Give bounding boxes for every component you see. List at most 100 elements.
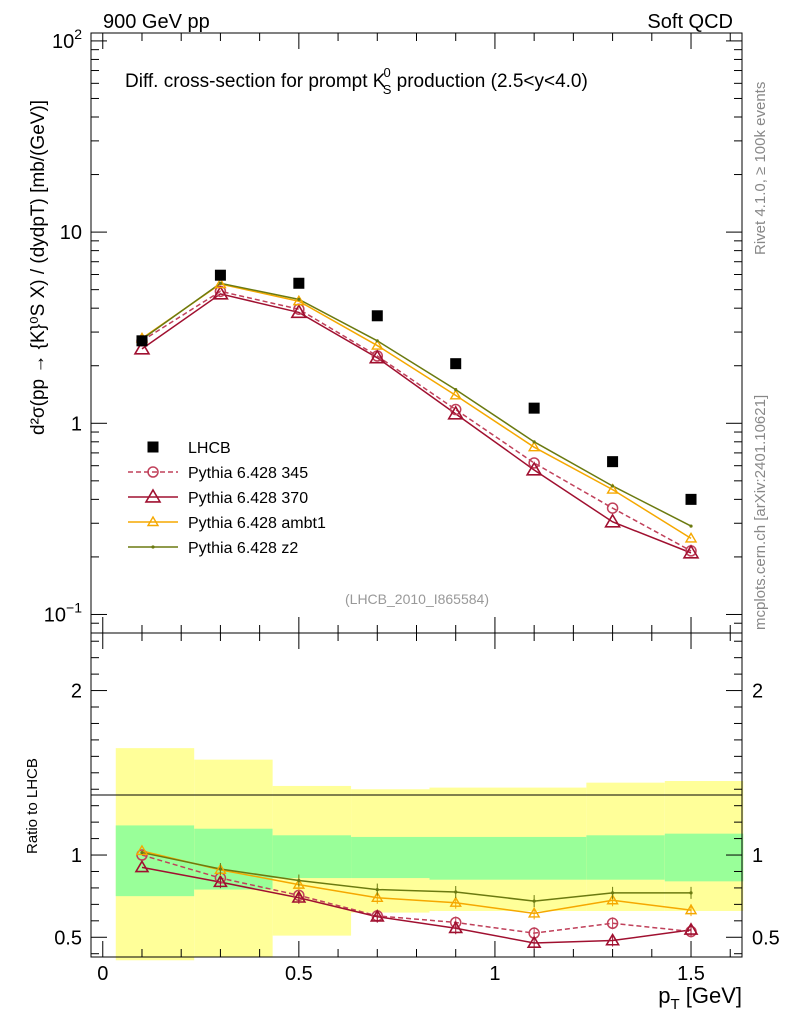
ratio-line-ambt1 (141, 850, 692, 915)
main-line-p370 (141, 293, 692, 554)
legend-label-lhcb: LHCB (188, 440, 231, 457)
ratio-band-green (351, 836, 430, 879)
main-point-z2 (218, 281, 223, 285)
main-title-pre: Diff. cross-section for prompt K (125, 71, 386, 92)
x-axis-label-sub: T (670, 996, 679, 1013)
main-point-p370 (525, 461, 543, 476)
ratio-panel: 2 2 1 1 0.5 0.5 0 0.5 1 1.5 Ratio to LHCB pT [Ge… (24, 632, 780, 1013)
ratio-point-z2 (140, 850, 144, 855)
legend-marker-ambt1 (146, 515, 160, 527)
ratio-point-p345 (606, 917, 619, 930)
ratio-x-tick-label: 1 (489, 963, 500, 985)
ratio-point-p370 (291, 890, 307, 903)
main-point-lhcb (685, 493, 697, 505)
ratio-y-tick-label-right: 1 (752, 845, 763, 867)
ratio-point-z2 (297, 878, 301, 883)
main-point-z2 (297, 297, 301, 301)
main-point-z2 (689, 524, 693, 528)
legend-label-p345: Pythia 6.428 345 (188, 465, 308, 482)
ratio-line-p345 (141, 854, 692, 934)
main-point-z2 (454, 388, 458, 392)
main-point-p345 (606, 502, 619, 514)
ratio-point-p370 (683, 922, 699, 935)
ratio-band-green (664, 833, 744, 882)
legend-marker-p370 (144, 488, 162, 503)
ratio-point-ambt1 (684, 903, 698, 915)
x-axis-label: pT [GeV] (658, 983, 742, 1013)
main-point-ambt1 (606, 483, 619, 494)
legend-marker-lhcb (147, 441, 159, 453)
main-point-p370 (368, 349, 386, 364)
main-point-z2 (610, 484, 615, 488)
ratio-band-green (586, 835, 665, 880)
main-y-tick-labels: 102 10 1 10−1 (44, 26, 82, 627)
ratio-point-z2 (375, 887, 379, 892)
main-point-p345 (528, 457, 540, 469)
legend: LHCB Pythia 6.428 345 Pythia 6.428 370 Pyth… (128, 440, 326, 557)
main-point-ambt1 (371, 339, 384, 350)
legend-label-ambt1: Pythia 6.428 ambt1 (188, 515, 326, 532)
ratio-point-p370 (526, 935, 542, 949)
main-line-z2 (141, 282, 692, 527)
main-point-p370 (133, 340, 151, 355)
ratio-y-axis-label: Ratio to LHCB (24, 758, 41, 854)
x-axis-label-unit: [GeV] (680, 983, 742, 1008)
main-point-ambt1 (292, 294, 306, 306)
main-panel: 102 10 1 10−1 Diff. cross-section for promp… (28, 26, 743, 634)
main-point-ambt1 (214, 277, 227, 289)
main-chart-title: Diff. cross-section for prompt K0 S produ… (125, 65, 588, 97)
main-point-lhcb (136, 335, 148, 347)
ratio-band-green (272, 835, 352, 879)
main-point-lhcb (607, 456, 619, 468)
legend-label-p370: Pythia 6.428 370 (188, 490, 308, 507)
x-axis-label-base: p (658, 983, 670, 1008)
main-title-post: production (2.5<y<4.0) (391, 71, 587, 92)
main-line-ambt1 (141, 283, 692, 540)
ratio-y-tick-label-left: 2 (71, 681, 82, 703)
main-point-lhcb (528, 402, 540, 414)
ratio-point-p370 (213, 874, 228, 888)
main-title-sup: 0 (383, 65, 390, 80)
ratio-point-ambt1 (527, 907, 541, 918)
main-y-tick-label: 10−1 (44, 599, 82, 626)
main-y-tick-label: 1 (71, 413, 82, 435)
main-point-p345 (449, 403, 462, 416)
ratio-x-tick-label: 0 (97, 963, 108, 985)
ratio-point-z2 (454, 890, 458, 894)
header-energy-label: 900 GeV pp (103, 11, 210, 33)
main-title-sub: S (383, 82, 392, 97)
main-point-ambt1 (527, 440, 541, 452)
main-line-p345 (141, 290, 692, 552)
ratio-y-tick-label-left: 0.5 (54, 927, 82, 949)
ratio-point-z2 (218, 867, 223, 871)
ratio-band-green (194, 828, 273, 890)
header-category-label: Soft QCD (647, 11, 733, 33)
main-point-p370 (290, 303, 308, 319)
main-point-lhcb (293, 277, 305, 289)
legend-label-z2: Pythia 6.428 z2 (188, 540, 298, 557)
main-point-lhcb (371, 310, 383, 322)
ratio-point-ambt1 (292, 878, 306, 889)
main-point-p370 (212, 285, 229, 300)
ratio-uncertainty-bands (115, 748, 744, 961)
ratio-x-tick-labels: 0 0.5 1 1.5 (97, 963, 705, 985)
main-point-p370 (682, 544, 700, 559)
ratio-x-tick-label: 1.5 (677, 963, 705, 985)
main-y-tick-label: 10 (60, 222, 82, 244)
ratio-line-z2 (141, 851, 692, 902)
mcplots-label: mcplots.cern.ch [arXiv:2401.10621] (752, 395, 769, 630)
analysis-tag: (LHCB_2010_I865584) (345, 591, 489, 607)
main-y-axis-label: d²σ(pp → {K}⁰S X) / (dydpT) [mb/(GeV)] (28, 100, 49, 435)
ratio-point-ambt1 (449, 896, 462, 907)
main-point-ambt1 (684, 532, 698, 543)
ratio-point-p370 (605, 932, 620, 946)
main-y-tick-label: 102 (52, 26, 82, 53)
legend-marker-p345 (147, 466, 159, 478)
main-series (133, 269, 700, 559)
ratio-line-p370 (141, 866, 692, 944)
ratio-point-p370 (134, 859, 150, 873)
ratio-series (134, 844, 699, 950)
ratio-x-tick-label: 0.5 (285, 963, 313, 985)
main-point-z2 (375, 339, 379, 343)
